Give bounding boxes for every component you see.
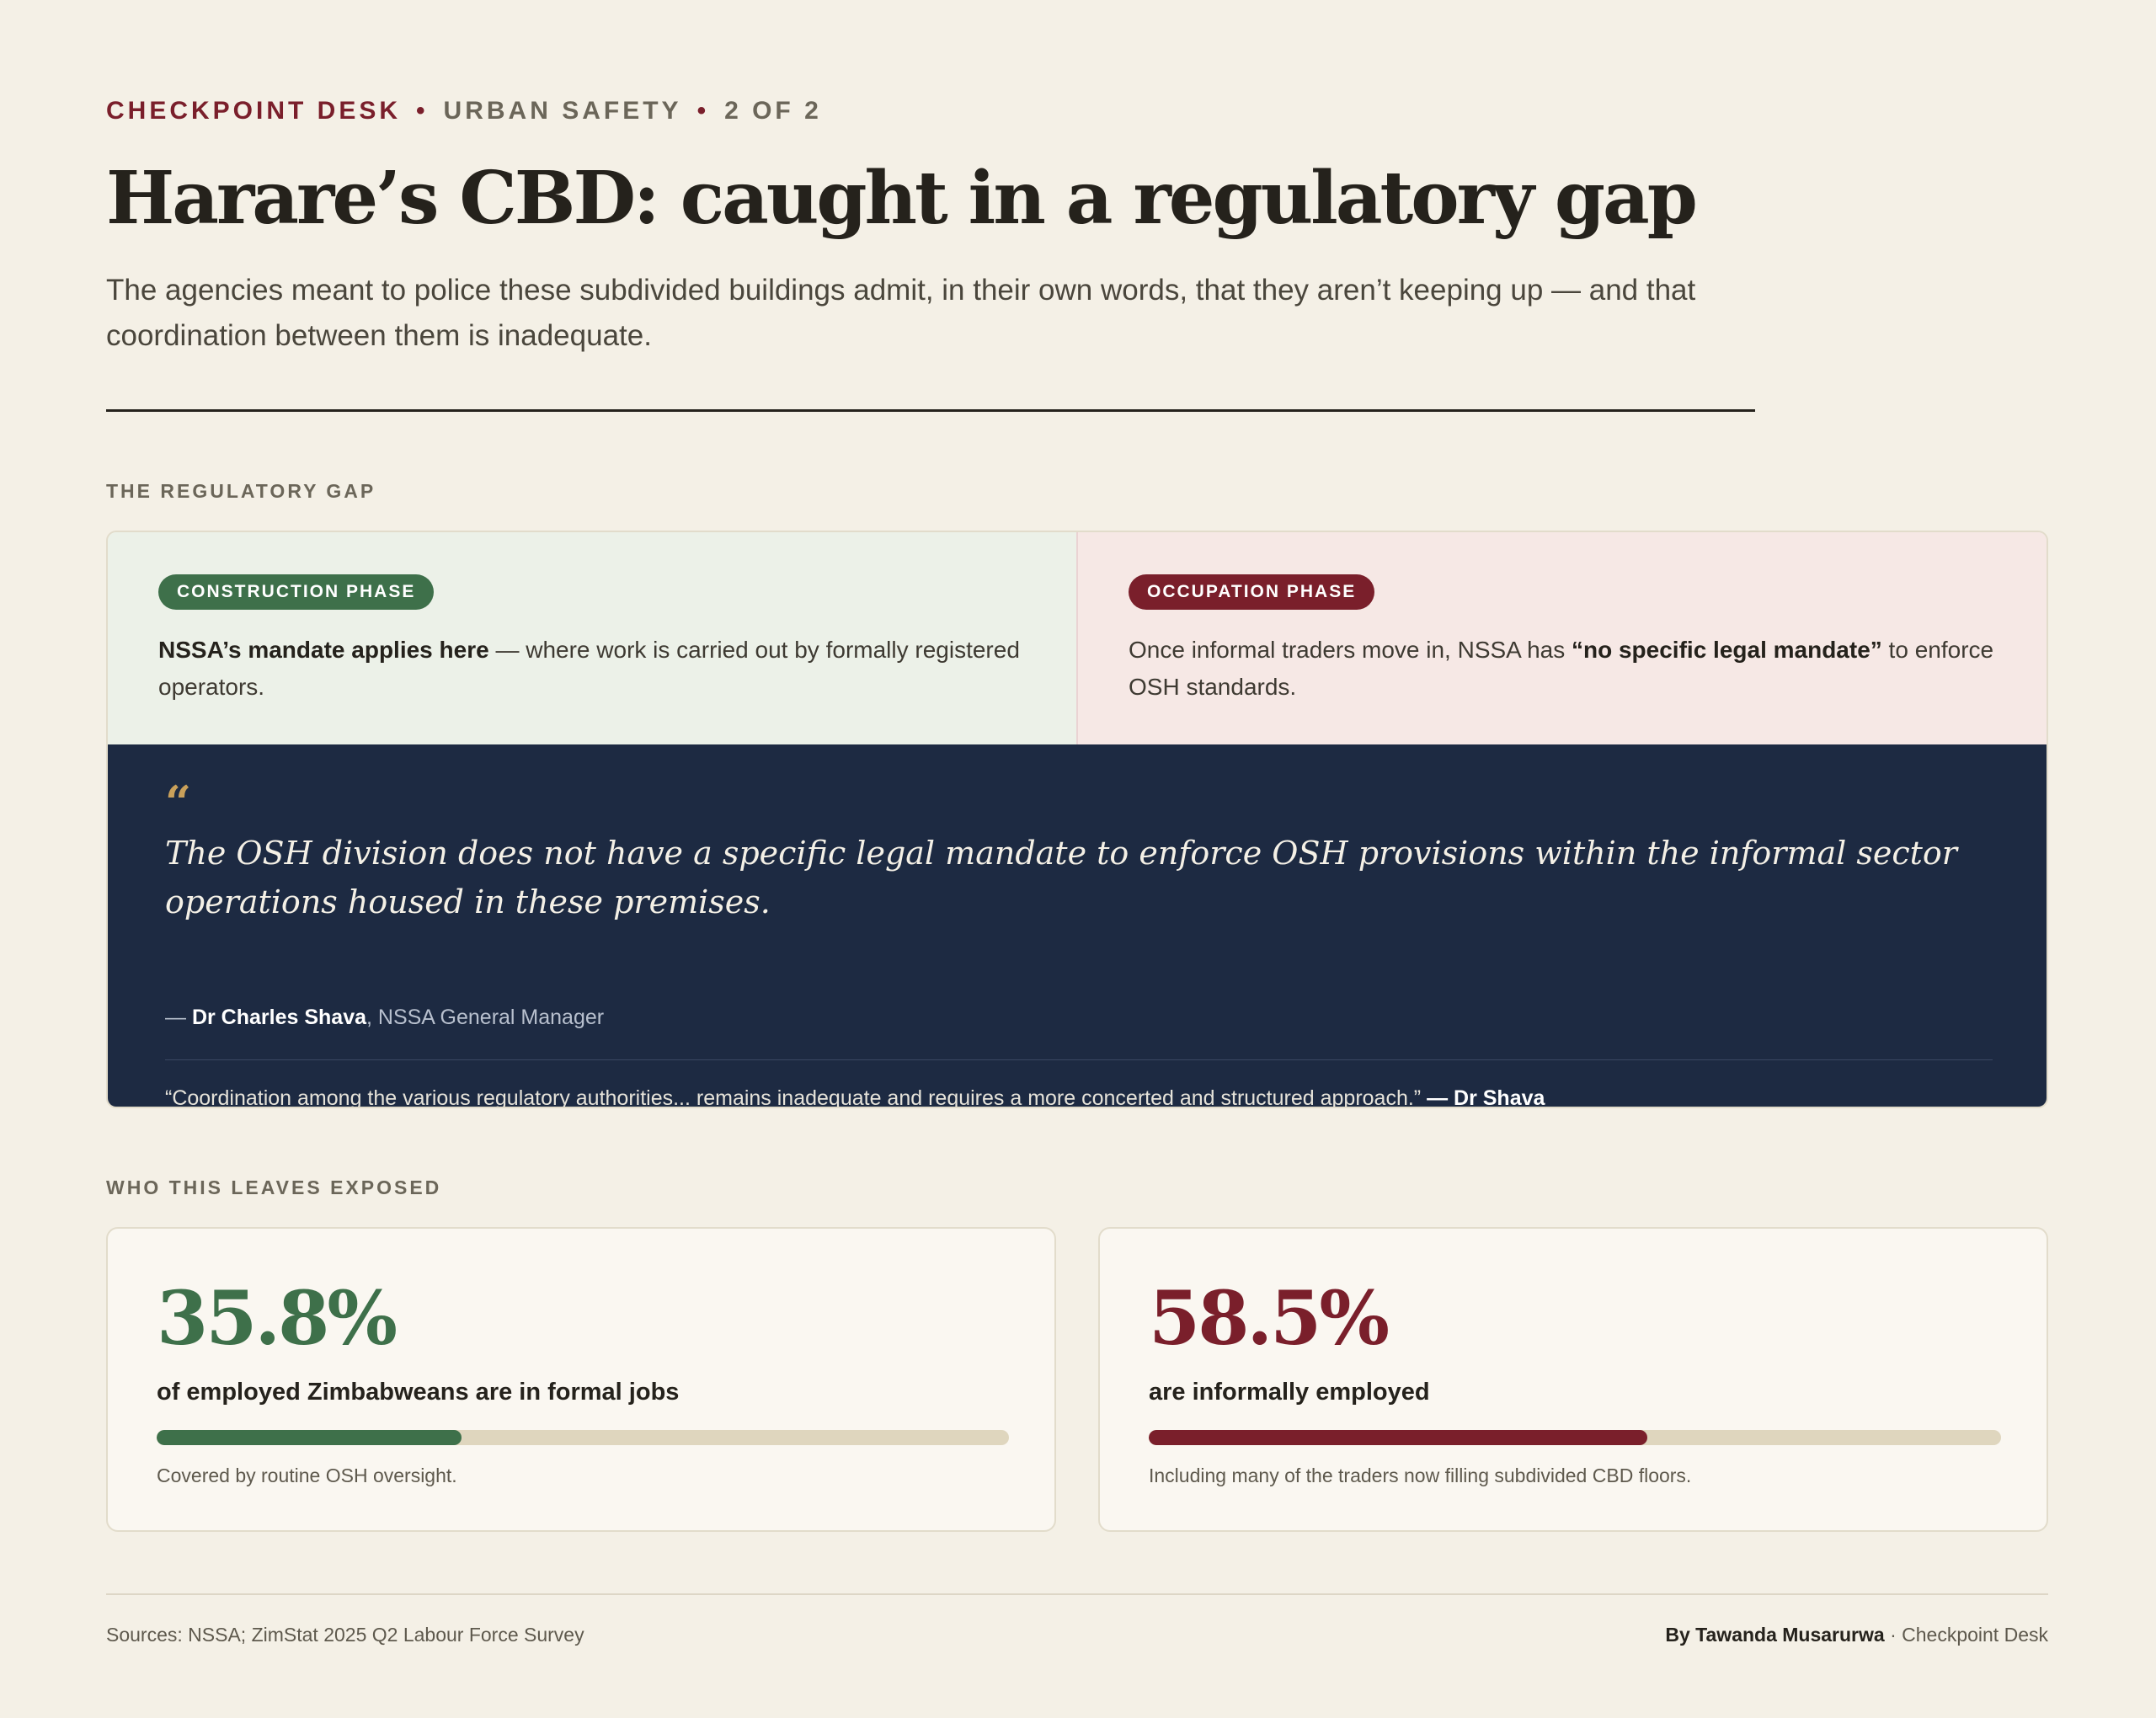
- kicker-separator: •: [696, 97, 710, 125]
- secondary-quote-attribution: — Dr Shava: [1421, 1086, 1545, 1108]
- progress-fill-formal: [157, 1430, 462, 1445]
- secondary-quote-text: “Coordination among the various regulato…: [165, 1086, 1422, 1108]
- quote-attribution-name: Dr Charles Shava: [191, 1006, 366, 1029]
- occupation-phase-text: Once informal traders move in, NSSA has …: [1129, 632, 1999, 706]
- stat-note-formal: Covered by routine OSH oversight.: [157, 1465, 457, 1486]
- byline-desk: · Checkpoint Desk: [1884, 1624, 2048, 1646]
- article-page: CHECKPOINT DESK • URBAN SAFETY • 2 OF 2 Hara…: [106, 0, 2048, 1718]
- occupation-phase-panel: OCCUPATION PHASE Once informal traders m…: [1078, 532, 2047, 744]
- byline-author[interactable]: By Tawanda Musarurwa: [1665, 1624, 1885, 1646]
- kicker-part: 2 OF 2: [724, 97, 822, 125]
- kicker: CHECKPOINT DESK • URBAN SAFETY • 2 OF 2: [106, 94, 822, 128]
- stat-note-informal: Including many of the traders now fillin…: [1149, 1465, 1692, 1486]
- construction-phase-strong: NSSA’s mandate applies here: [158, 637, 489, 663]
- quote-attribution-role: , NSSA General Manager: [366, 1006, 605, 1029]
- progress-fill-informal: [1149, 1430, 1648, 1445]
- occupation-phase-badge: OCCUPATION PHASE: [1129, 574, 1375, 610]
- progress-track-informal: [1149, 1430, 2001, 1445]
- stat-value-informal: 58.5%: [1149, 1274, 1390, 1362]
- secondary-quote: “Coordination among the various regulato…: [165, 1085, 1545, 1108]
- header-divider: [106, 409, 1755, 412]
- stat-card-formal: 35.8% of employed Zimbabweans are in for…: [106, 1227, 1056, 1532]
- quote-attribution: — Dr Charles Shava, NSSA General Manager: [165, 1004, 604, 1031]
- kicker-desk[interactable]: CHECKPOINT DESK: [106, 97, 402, 125]
- section-label-exposed: WHO THIS LEAVES EXPOSED: [106, 1176, 442, 1198]
- quote-text: The OSH division does not have a specifi…: [165, 835, 1957, 920]
- progress-track-formal: [157, 1430, 1009, 1445]
- headline: Harare’s CBD: caught in a regulatory gap: [106, 156, 1698, 241]
- occupation-phase-body-end: to enforce OSH standards.: [1129, 637, 1994, 700]
- occupation-phase-strong: “no specific legal mandate”: [1572, 637, 1882, 663]
- quote-mark-icon: “: [165, 776, 192, 830]
- stat-label-formal: of employed Zimbabweans are in formal jo…: [157, 1379, 680, 1406]
- construction-phase-text: NSSA’s mandate applies here — where work…: [158, 632, 1026, 706]
- stat-label-informal: are informally employed: [1149, 1379, 1430, 1406]
- footer-divider: [106, 1593, 2048, 1595]
- stat-value-formal: 35.8%: [157, 1274, 398, 1362]
- regulatory-gap-card: CONSTRUCTION PHASE NSSA’s mandate applie…: [106, 531, 2048, 1108]
- occupation-phase-body-start: Once informal traders move in, NSSA has: [1129, 637, 1572, 663]
- construction-phase-panel: CONSTRUCTION PHASE NSSA’s mandate applie…: [108, 532, 1078, 744]
- quote-divider: [165, 1059, 1993, 1060]
- kicker-separator: •: [416, 97, 429, 125]
- construction-phase-body: — where work is carried out by formally …: [158, 637, 1020, 700]
- quote-attribution-dash: —: [165, 1006, 192, 1029]
- stat-card-informal: 58.5% are informally employed Including …: [1098, 1227, 2048, 1532]
- kicker-section[interactable]: URBAN SAFETY: [443, 97, 682, 125]
- dek: The agencies meant to police these subdi…: [106, 274, 1696, 352]
- construction-phase-badge: CONSTRUCTION PHASE: [158, 574, 435, 610]
- footer-sources: Sources: NSSA; ZimStat 2025 Q2 Labour Fo…: [106, 1624, 584, 1646]
- section-label-regulatory-gap: THE REGULATORY GAP: [106, 480, 376, 502]
- pull-quote: “ The OSH division does not have a speci…: [108, 744, 2047, 1108]
- footer-byline: By Tawanda Musarurwa · Checkpoint Desk: [1665, 1622, 2048, 1647]
